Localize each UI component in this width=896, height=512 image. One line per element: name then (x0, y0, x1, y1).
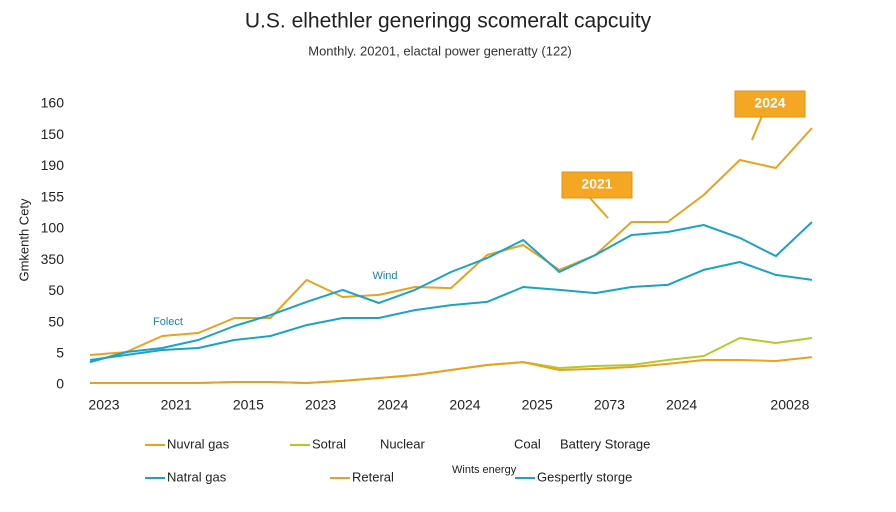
legend-label: Sotral (312, 436, 346, 451)
y-tick-label: 155 (41, 188, 65, 204)
x-tick-label: 2024 (449, 397, 480, 413)
annotation-text: 2024 (754, 95, 785, 111)
x-tick-label: 2025 (522, 397, 553, 413)
series-line (89, 261, 813, 361)
x-tick-label: 2015 (233, 397, 264, 413)
y-tick-label: 100 (41, 220, 65, 236)
y-tick-label: 150 (41, 126, 65, 142)
y-tick-label: 190 (41, 157, 65, 173)
annotation-box (734, 90, 806, 118)
y-tick-label: 50 (48, 282, 64, 298)
y-tick-label: 50 (48, 313, 64, 329)
y-tick-label: 0 (56, 376, 64, 392)
legend-label: Wints energy (452, 464, 517, 476)
y-axis-label: Gmkenth Cety (16, 198, 31, 282)
x-tick-label: 2024 (666, 397, 697, 413)
legend-label: Natral gas (167, 469, 227, 484)
x-tick-label: 2023 (305, 397, 336, 413)
series-line (90, 356, 813, 384)
legend-label: Gespertly storge (537, 469, 632, 484)
x-tick-label: 2024 (377, 397, 408, 413)
legend-label: Nuvral gas (167, 436, 230, 451)
chart-subtitle: Monthly. 20201, elactal power generatty … (308, 43, 572, 58)
annotation-text: Folect (153, 316, 183, 328)
y-tick-label: 160 (41, 95, 65, 111)
y-tick-label: 350 (41, 251, 65, 267)
series-line (89, 127, 813, 356)
x-tick-label: 20028 (770, 397, 809, 413)
annotation-arrow (588, 196, 609, 219)
legend-label: Coal (514, 436, 541, 451)
annotation-arrow (751, 115, 763, 141)
legend-label: Battery Storage (560, 436, 650, 451)
legend-label: Nuclear (380, 436, 425, 451)
series-line (89, 221, 813, 364)
x-tick-label: 2073 (594, 397, 625, 413)
chart-title: U.S. elhethler generingg scomeralt capcu… (245, 10, 652, 33)
annotation-text: 2021 (581, 176, 612, 192)
y-tick-label: 5 (56, 344, 64, 360)
annotation-text: Wind (372, 270, 397, 282)
x-tick-label: 2023 (88, 397, 119, 413)
legend-label: Reteral (352, 469, 394, 484)
x-tick-label: 2021 (161, 397, 192, 413)
annotation-box (561, 171, 633, 199)
